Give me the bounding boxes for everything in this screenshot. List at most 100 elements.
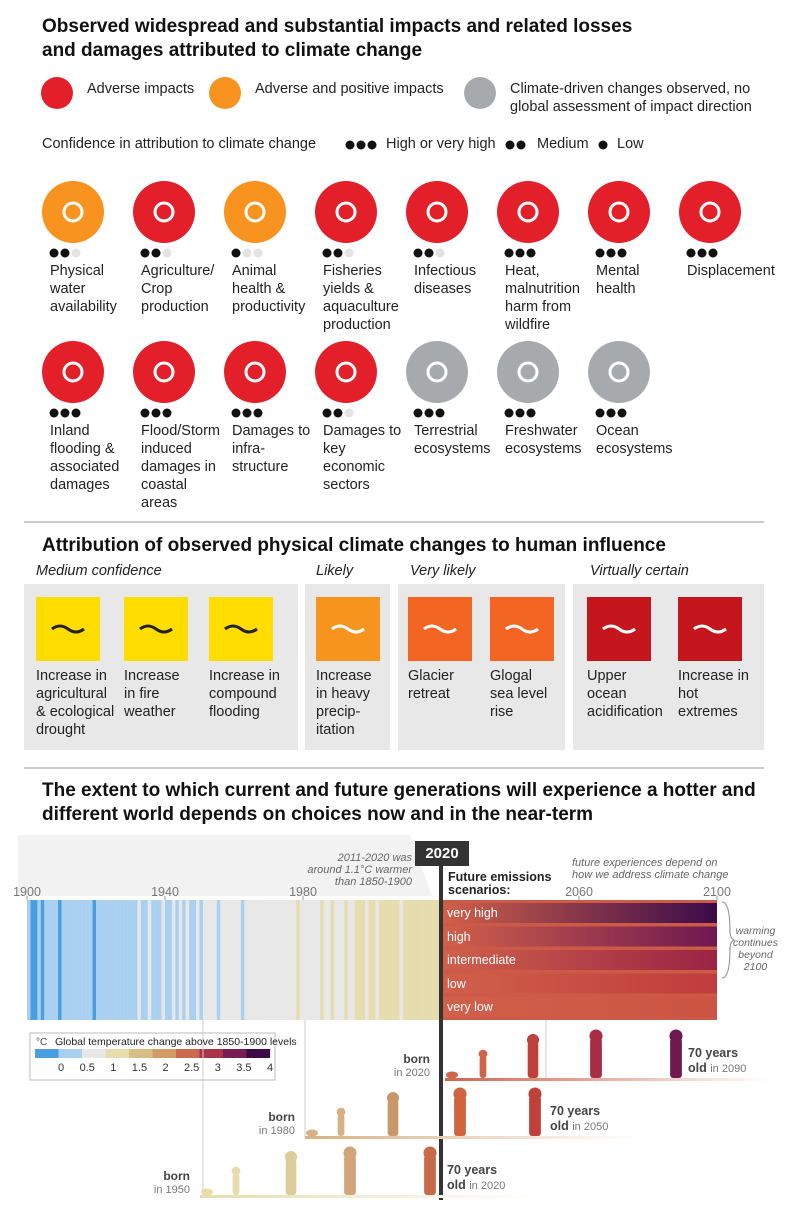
impact-label: Heat, malnutrition harm from wildfire	[505, 263, 580, 333]
baby	[306, 1129, 318, 1137]
impact-icon	[315, 341, 377, 403]
warming-stripe	[47, 900, 52, 1020]
confidence-dot	[606, 408, 616, 418]
lifeline	[200, 1195, 540, 1198]
now-box	[415, 841, 469, 866]
colorbar-cell	[176, 1049, 200, 1058]
confidence-dot	[595, 408, 605, 418]
impact-label: Fisheries yields & aquaculture productio…	[323, 263, 399, 333]
person-body	[670, 1038, 682, 1078]
confidence-dot	[60, 408, 70, 418]
warming-stripe	[399, 900, 404, 1020]
baby	[446, 1071, 458, 1079]
warming-stripe	[92, 900, 97, 1020]
warming-stripe	[58, 900, 62, 1020]
colorbar-tick-label: 1.5	[131, 1062, 148, 1074]
warming-stripe	[89, 900, 93, 1020]
person-body	[232, 1173, 240, 1195]
section-title: The extent to which current and future g…	[42, 780, 756, 825]
impact-label: Infectious diseases	[414, 263, 477, 297]
impact-icon	[224, 341, 286, 403]
warming-stripe	[54, 900, 59, 1020]
warming-stripe	[144, 900, 148, 1020]
change-label: Upper ocean acidification	[587, 668, 663, 720]
impact-glyph	[517, 361, 539, 383]
change-glyph	[224, 624, 258, 634]
impact-icon	[133, 341, 195, 403]
change-glyph	[505, 624, 539, 634]
warming-stripe	[178, 900, 183, 1020]
warming-stripe	[251, 900, 255, 1020]
warming-stripe	[202, 900, 207, 1020]
warming-stripe	[71, 900, 76, 1020]
change-label: Increase in agricultural & ecological dr…	[36, 668, 115, 738]
confidence-label: Confidence in attribution to climate cha…	[42, 136, 317, 152]
warming-stripe	[361, 900, 366, 1020]
person-body	[454, 1096, 466, 1136]
person-body	[424, 1155, 436, 1195]
warming-stripe	[403, 900, 407, 1020]
change-label: Increase in compound flooding	[209, 668, 280, 720]
confidence-dot	[162, 248, 172, 258]
confidence-dot	[435, 248, 445, 258]
confidence-dot	[617, 248, 627, 258]
colorbar-cell	[35, 1049, 59, 1058]
impact-icon	[406, 341, 468, 403]
confidence-dot	[424, 408, 434, 418]
change-label: Increase in fire weather	[124, 668, 180, 720]
warming-stripe	[320, 900, 324, 1020]
x-tick-label: 2100	[703, 885, 731, 899]
warming-stripe	[216, 900, 221, 1020]
old-year: in 2020	[469, 1180, 506, 1192]
colorbar-tick-label: 0	[58, 1062, 65, 1074]
impact-icon	[42, 181, 104, 243]
colorbar-cell	[223, 1049, 247, 1058]
warming-stripe	[430, 900, 435, 1020]
title: Observed widespread and substantial impa…	[42, 16, 633, 61]
warming-stripe	[347, 900, 352, 1020]
confidence-dot	[71, 408, 81, 418]
confidence-dot	[253, 248, 263, 258]
impact-icon	[497, 341, 559, 403]
group-label: Very likely	[410, 563, 476, 579]
colorbar-cell	[129, 1049, 153, 1058]
group-label: Virtually certain	[590, 563, 689, 579]
impact-label: Flood/Storm induced damages in coastal a…	[141, 423, 220, 511]
note: warming continues beyond 2100	[733, 925, 778, 973]
confidence-dot	[356, 140, 366, 150]
confidence-dot	[526, 408, 536, 418]
confidence-dot	[322, 408, 332, 418]
warming-stripe	[358, 900, 362, 1020]
warming-stripe	[292, 900, 297, 1020]
warming-stripe	[265, 900, 269, 1020]
person-body	[344, 1155, 356, 1195]
warming-stripe	[85, 900, 90, 1020]
warming-stripe	[303, 900, 307, 1020]
change-glyph	[423, 624, 457, 634]
impact-icon	[588, 181, 650, 243]
warming-stripe	[306, 900, 311, 1020]
confidence-dot	[71, 248, 81, 258]
warming-stripe	[99, 900, 104, 1020]
age-label: 70 years old in 2090	[688, 1046, 746, 1077]
confidence-dot	[333, 408, 343, 418]
confidence-dot	[413, 408, 423, 418]
warming-stripe	[261, 900, 266, 1020]
x-tick-label: 2060	[565, 885, 593, 899]
warming-stripe	[227, 900, 231, 1020]
confidence-dot	[515, 248, 525, 258]
impact-icon	[679, 181, 741, 243]
lifeline	[445, 1078, 770, 1081]
born-year: in 1980	[258, 1125, 295, 1137]
person-body	[590, 1038, 602, 1078]
warming-stripe	[406, 900, 411, 1020]
warming-stripe	[175, 900, 179, 1020]
born: born	[163, 1169, 190, 1183]
warming-stripe	[61, 900, 66, 1020]
impact-icon	[42, 341, 104, 403]
impact-glyph	[517, 201, 539, 223]
age-label: 70 years old in 2020	[447, 1163, 505, 1194]
impact-glyph	[62, 361, 84, 383]
person-head	[336, 1107, 346, 1117]
